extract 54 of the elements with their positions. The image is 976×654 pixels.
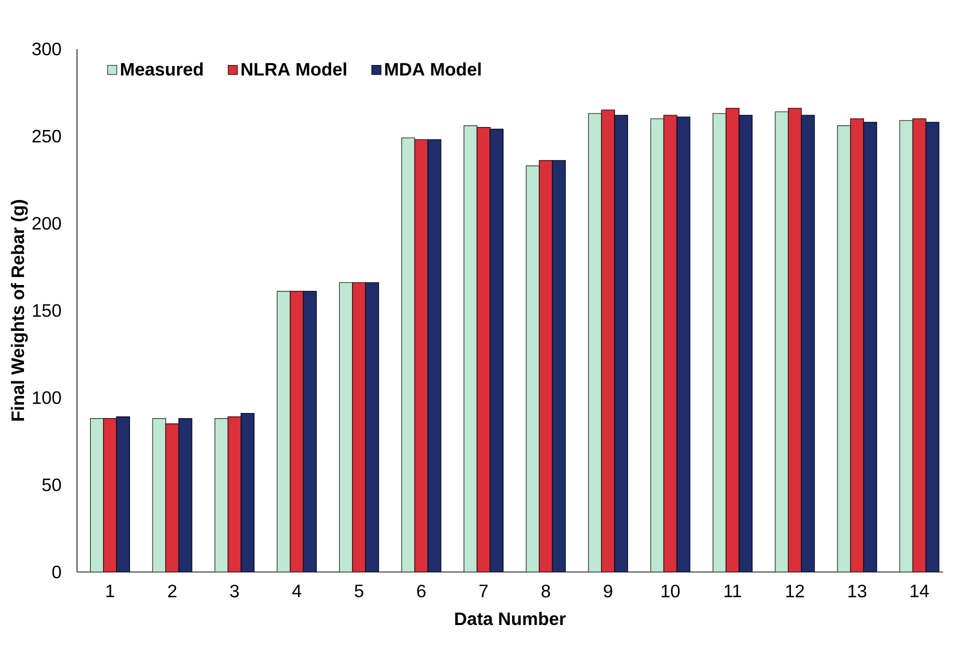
bar: [552, 160, 566, 572]
bar: [726, 108, 740, 572]
x-tick-label: 5: [354, 584, 364, 598]
bar: [863, 122, 878, 572]
y-tick-label: 250: [32, 130, 61, 143]
bar: [601, 110, 615, 572]
bar: [290, 290, 304, 572]
bar: [365, 282, 380, 572]
y-axis-title: Final Weights of Rebar (g): [10, 200, 28, 421]
bar: [165, 423, 180, 572]
bar: [476, 127, 490, 572]
bar: [302, 290, 317, 572]
bar: [103, 418, 117, 572]
y-tick-label: 300: [32, 42, 61, 56]
x-tick-label: 6: [417, 584, 426, 598]
bar: [414, 139, 428, 572]
bar: [614, 114, 628, 572]
bar: [116, 416, 130, 572]
bar: [663, 114, 678, 572]
bar: [912, 118, 926, 572]
y-tick-label: 200: [32, 216, 61, 230]
x-tick-label: 3: [230, 584, 239, 598]
x-tick-label: 12: [786, 584, 804, 598]
bar: [738, 114, 753, 572]
bar: [178, 418, 192, 572]
y-tick-label: 0: [52, 566, 61, 578]
bar: [427, 139, 442, 572]
bar: [850, 118, 864, 572]
bar: [788, 108, 802, 572]
x-tick-label: 2: [168, 584, 176, 598]
bar: [925, 122, 940, 572]
bar: [800, 114, 815, 572]
x-tick-label: 9: [604, 584, 612, 598]
x-axis-title: Data Number: [455, 612, 566, 626]
bar: [676, 116, 690, 572]
x-tick-label: 10: [662, 584, 680, 598]
x-tick-label: 7: [479, 584, 488, 598]
x-tick-label: 11: [724, 584, 742, 598]
y-tick-label: 150: [32, 304, 61, 317]
y-tick-label: 50: [42, 478, 61, 492]
legend-label: MDA Model: [385, 62, 481, 76]
bar: [352, 282, 366, 572]
bar: [538, 160, 553, 572]
legend-label: Measured: [121, 62, 203, 76]
x-tick-label: 13: [848, 584, 866, 598]
x-tick-label: 14: [910, 584, 929, 598]
bar: [490, 128, 504, 572]
x-tick-label: 8: [542, 584, 550, 598]
legend-label: NLRA Model: [242, 62, 346, 76]
x-tick-label: 4: [292, 584, 302, 598]
bar: [240, 412, 255, 572]
bar: [228, 416, 242, 572]
y-tick-label: 100: [32, 391, 61, 404]
x-tick-label: 1: [106, 584, 114, 598]
